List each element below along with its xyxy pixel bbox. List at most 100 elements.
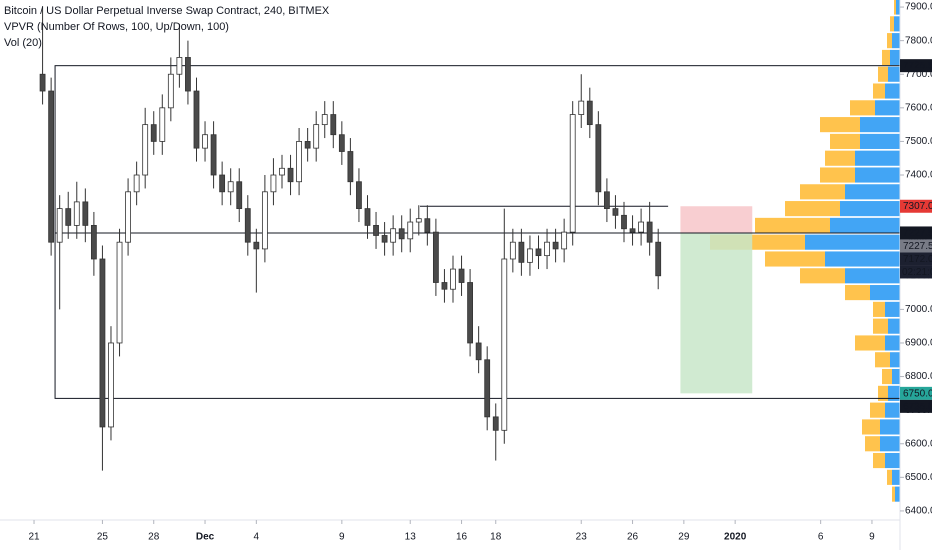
price-label: 7307.0 <box>903 201 932 212</box>
profile-up-bar <box>875 100 900 116</box>
x-tick-label: 23 <box>576 532 588 543</box>
x-tick-label: 2020 <box>724 532 747 543</box>
candle-body <box>73 201 80 226</box>
candle-body <box>219 174 226 193</box>
candle-body <box>441 282 448 290</box>
profile-down-bar <box>820 117 860 133</box>
price-label-box <box>900 252 932 266</box>
candle-body <box>612 208 619 216</box>
x-tick-label: 6 <box>818 532 824 543</box>
candle-body <box>193 90 200 149</box>
profile-down-bar <box>800 184 845 200</box>
profile-up-bar <box>880 419 900 435</box>
price-label-box <box>900 239 932 253</box>
price-label: 6750.0 <box>903 388 932 399</box>
candle-body <box>424 218 431 233</box>
price-label-box <box>900 226 932 240</box>
candle-body <box>373 225 379 236</box>
candle-body <box>381 235 388 243</box>
candle-body <box>253 241 260 250</box>
profile-up-bar <box>894 16 900 32</box>
profile-up-bar <box>888 318 900 334</box>
candle-body <box>279 167 285 176</box>
candle-body <box>176 57 183 75</box>
candle-body <box>338 134 345 152</box>
candle-body <box>330 114 337 136</box>
profile-up-bar <box>892 369 900 385</box>
candle-body <box>578 100 585 115</box>
profile-down-bar <box>878 385 888 401</box>
candle-body <box>595 124 602 193</box>
candle-body <box>167 73 174 109</box>
candle-body <box>133 174 140 193</box>
chart-title: Bitcoin / US Dollar Perpetual Inverse Sw… <box>4 5 330 17</box>
stop-zone <box>680 206 753 233</box>
candle-body <box>501 258 508 431</box>
profile-down-bar <box>820 167 855 183</box>
y-tick-label: 7800.0 <box>905 35 932 46</box>
candle-body <box>655 241 662 277</box>
profile-down-bar <box>870 402 885 418</box>
profile-down-bar <box>765 251 825 267</box>
x-tick-label: 9 <box>869 532 875 543</box>
candle-body <box>261 191 268 250</box>
indicator-label: VPVR (Number Of Rows, 100, Up/Down, 100) <box>4 21 229 33</box>
profile-up-bar <box>885 452 900 469</box>
candle-body <box>398 228 405 240</box>
y-tick-label: 7500.0 <box>905 136 932 147</box>
profile-down-bar <box>873 452 885 469</box>
price-label: 6735.0 <box>903 401 932 412</box>
profile-down-bar <box>785 201 840 217</box>
candle-body <box>236 181 243 210</box>
price-label: 7227.5 <box>903 228 932 239</box>
profile-down-bar <box>887 469 892 485</box>
candle-body <box>202 134 208 149</box>
candle-body <box>296 141 302 183</box>
x-tick-label: 26 <box>627 532 639 543</box>
x-tick-label: 21 <box>28 532 40 543</box>
x-tick-label: 28 <box>148 532 160 543</box>
candle-body <box>586 100 593 126</box>
candle-body <box>364 208 371 226</box>
x-tick-label: 13 <box>405 532 417 543</box>
profile-up-bar <box>890 49 900 65</box>
candle-body <box>116 241 123 344</box>
candle-body <box>621 214 627 230</box>
profile-up-bar <box>885 402 900 418</box>
profile-up-bar <box>885 335 900 351</box>
candle-body <box>518 241 525 263</box>
candle-body <box>313 124 320 149</box>
candle-body <box>270 174 277 193</box>
profile-up-bar <box>895 486 900 502</box>
candle-body <box>48 90 55 243</box>
candle-body <box>535 248 542 257</box>
candle-body <box>185 57 191 92</box>
profile-up-bar <box>880 436 900 452</box>
price-label: 7227.5 <box>903 241 932 252</box>
x-tick-label: 16 <box>456 532 468 543</box>
x-tick-label: 9 <box>339 532 345 543</box>
y-tick-label: 7600.0 <box>905 102 932 113</box>
profile-up-bar <box>825 251 900 267</box>
profile-down-bar <box>873 301 885 317</box>
candle-body <box>484 359 491 418</box>
profile-down-bar <box>865 436 880 452</box>
y-tick-label: 6600.0 <box>905 438 932 449</box>
price-label-box <box>900 386 932 400</box>
profile-down-bar <box>830 133 860 149</box>
candle-body <box>407 221 414 240</box>
countdown: 02:21:08 <box>902 267 932 278</box>
y-tick-label: 7000.0 <box>905 304 932 315</box>
profile-up-bar <box>830 217 900 233</box>
x-tick-label: 18 <box>490 532 502 543</box>
candle-body <box>467 282 473 344</box>
profile-up-bar <box>845 184 900 200</box>
profile-down-bar <box>892 486 895 502</box>
y-tick-label: 6800.0 <box>905 371 932 382</box>
profile-down-bar <box>873 83 885 99</box>
profile-up-bar <box>888 385 900 401</box>
profile-up-bar <box>860 133 900 149</box>
countdown-box <box>900 265 932 279</box>
candle-body <box>56 208 63 243</box>
